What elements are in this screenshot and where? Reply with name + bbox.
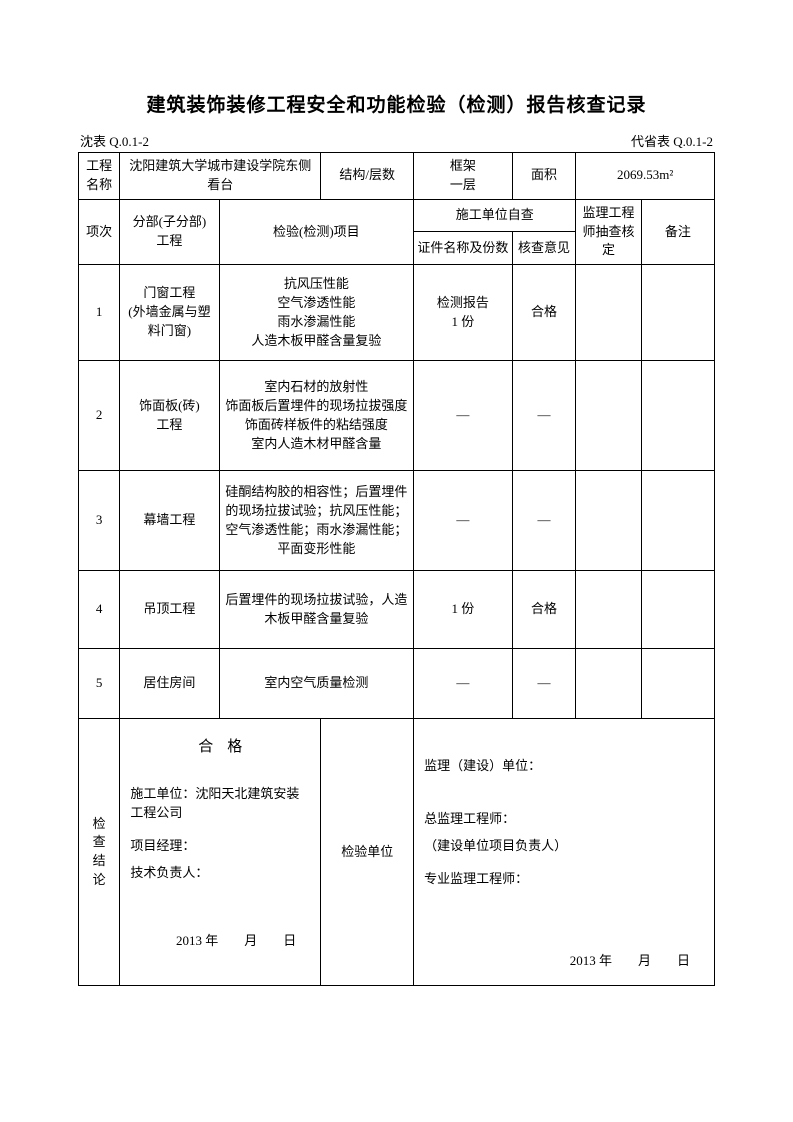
cell-op: — [512, 649, 576, 719]
cell-sub: 居住房间 [120, 649, 219, 719]
cell-index: 5 [79, 649, 120, 719]
cell-index: 2 [79, 361, 120, 471]
table-row: 3 幕墙工程 硅酮结构胶的相容性；后置埋件的现场拉拔试验；抗风压性能；空气渗透性… [79, 471, 715, 571]
cell-rem [641, 571, 714, 649]
right-date: 2013 年 月 日 [570, 952, 690, 971]
table-row: 2 饰面板(砖)工程 室内石材的放射性饰面板后置埋件的现场拉拔强度饰面砖样板件的… [79, 361, 715, 471]
cell-sup [576, 361, 642, 471]
column-header-row-1: 项次 分部(子分部)工程 检验(检测)项目 施工单位自查 监理工程师抽查核定 备… [79, 199, 715, 232]
form-code-left: 沈表 Q.0.1-2 [80, 131, 149, 150]
table-row: 1 门窗工程(外墙金属与塑料门窗) 抗风压性能空气渗透性能雨水渗漏性能人造木板甲… [79, 265, 715, 361]
inspect-unit-label: 检验单位 [321, 719, 414, 986]
cell-rem [641, 649, 714, 719]
cell-sup [576, 571, 642, 649]
table-row: 5 居住房间 室内空气质量检测 — — [79, 649, 715, 719]
cell-sub: 幕墙工程 [120, 471, 219, 571]
cell-sup [576, 471, 642, 571]
col-opinion: 核查意见 [512, 232, 576, 265]
col-subproj: 分部(子分部)工程 [120, 199, 219, 265]
tech-label: 技术负责人： [130, 864, 310, 883]
form-code-right: 代省表 Q.0.1-2 [631, 131, 713, 150]
inspection-table: 工程名称 沈阳建筑大学城市建设学院东侧看台 结构/层数 框架一层 面积 2069… [78, 152, 715, 986]
cell-sup [576, 265, 642, 361]
cell-item: 室内石材的放射性饰面板后置埋件的现场拉拔强度饰面砖样板件的粘结强度室内人造木材甲… [219, 361, 414, 471]
cell-sub: 饰面板(砖)工程 [120, 361, 219, 471]
area-value: 2069.53m² [576, 153, 715, 200]
table-row: 4 吊顶工程 后置埋件的现场拉拔试验，人造木板甲醛含量复验 1 份 合格 [79, 571, 715, 649]
col-cert: 证件名称及份数 [414, 232, 513, 265]
cell-rem [641, 361, 714, 471]
cell-item: 抗风压性能空气渗透性能雨水渗漏性能人造木板甲醛含量复验 [219, 265, 414, 361]
footer-row: 检查结论 合格 施工单位：沈阳天北建筑安装工程公司 项目经理： 技术负责人： 2… [79, 719, 715, 986]
cell-rem [641, 471, 714, 571]
cell-rem [641, 265, 714, 361]
pro-sup-label: 专业监理工程师： [424, 870, 704, 889]
cell-cert: — [414, 649, 513, 719]
project-header-row: 工程名称 沈阳建筑大学城市建设学院东侧看台 结构/层数 框架一层 面积 2069… [79, 153, 715, 200]
cell-sub: 吊顶工程 [120, 571, 219, 649]
cell-cert: 检测报告1 份 [414, 265, 513, 361]
col-supervisor: 监理工程师抽查核定 [576, 199, 642, 265]
cell-sup [576, 649, 642, 719]
doc-title: 建筑装饰装修工程安全和功能检验（检测）报告核查记录 [78, 90, 715, 117]
chief-label: 总监理工程师： [424, 810, 704, 829]
conclusion-right-block: 监理（建设）单位： 总监理工程师： （建设单位项目负责人） 专业监理工程师： 2… [414, 719, 715, 986]
col-item: 检验(检测)项目 [219, 199, 414, 265]
cell-item: 室内空气质量检测 [219, 649, 414, 719]
area-label: 面积 [512, 153, 576, 200]
proj-name-label: 工程名称 [79, 153, 120, 200]
cell-op: 合格 [512, 571, 576, 649]
cell-index: 1 [79, 265, 120, 361]
cell-op: 合格 [512, 265, 576, 361]
cell-item: 硅酮结构胶的相容性；后置埋件的现场拉拔试验；抗风压性能；空气渗透性能；雨水渗漏性… [219, 471, 414, 571]
cell-item: 后置埋件的现场拉拔试验，人造木板甲醛含量复验 [219, 571, 414, 649]
struct-label: 结构/层数 [321, 153, 414, 200]
proj-name-value: 沈阳建筑大学城市建设学院东侧看台 [120, 153, 321, 200]
left-date: 2013 年 月 日 [176, 932, 296, 951]
cell-sub: 门窗工程(外墙金属与塑料门窗) [120, 265, 219, 361]
qualified-text: 合格 [130, 737, 310, 759]
col-remark: 备注 [641, 199, 714, 265]
cell-op: — [512, 471, 576, 571]
cell-index: 4 [79, 571, 120, 649]
pm-label: 项目经理： [130, 837, 310, 856]
sup-unit-label: 监理（建设）单位： [424, 757, 704, 776]
cell-cert: — [414, 471, 513, 571]
struct-value: 框架一层 [414, 153, 513, 200]
col-selfcheck-group: 施工单位自查 [414, 199, 576, 232]
construction-unit-label: 施工单位： [130, 786, 195, 801]
conclusion-left-block: 合格 施工单位：沈阳天北建筑安装工程公司 项目经理： 技术负责人： 2013 年… [120, 719, 321, 986]
cell-index: 3 [79, 471, 120, 571]
conclusion-label: 检查结论 [79, 719, 120, 986]
owner-pm-label: （建设单位项目负责人） [424, 837, 704, 856]
cell-op: — [512, 361, 576, 471]
col-index: 项次 [79, 199, 120, 265]
cell-cert: — [414, 361, 513, 471]
cell-cert: 1 份 [414, 571, 513, 649]
